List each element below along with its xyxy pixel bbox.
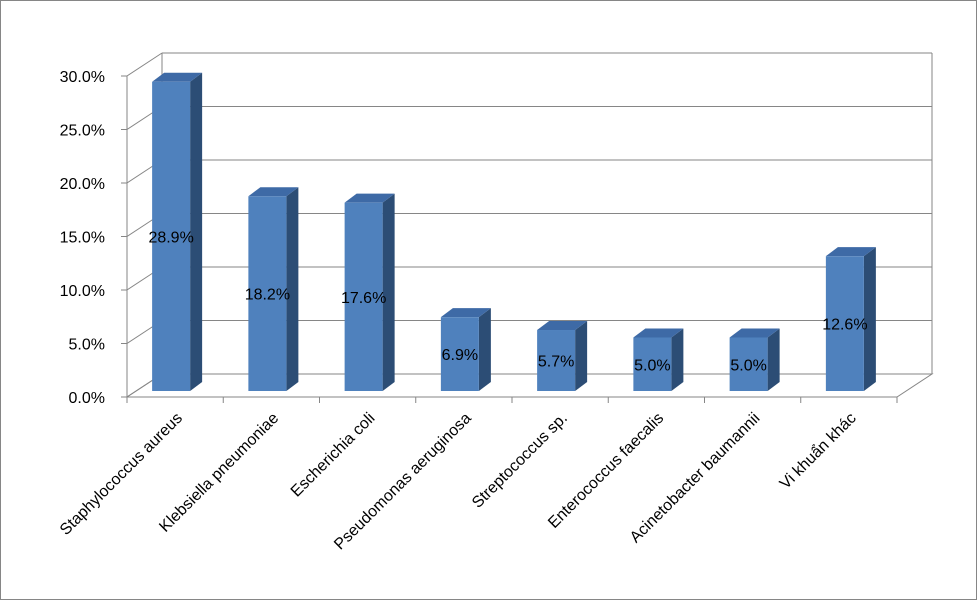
bar-top <box>152 72 203 82</box>
bar-top <box>729 328 780 338</box>
bar-top <box>440 308 491 318</box>
category-label: Vi khuẩn khác <box>776 409 860 493</box>
data-label: 18.2% <box>245 287 290 304</box>
y-tick-label: 25.0% <box>60 123 105 140</box>
bar <box>152 81 191 392</box>
bar <box>248 196 287 391</box>
bar-side <box>767 328 780 391</box>
y-tick-label: 5.0% <box>69 337 105 354</box>
category-label: Streptococcus sp. <box>469 410 571 512</box>
y-tick-label: 15.0% <box>60 230 105 247</box>
side-gridline <box>126 52 163 77</box>
y-tick-label: 20.0% <box>60 176 105 193</box>
bar <box>825 256 864 391</box>
bar-side <box>286 187 299 391</box>
data-label: 6.9% <box>442 347 478 364</box>
bar <box>537 330 576 391</box>
y-tick-label: 30.0% <box>60 69 105 86</box>
bar-top <box>344 193 395 203</box>
data-label: 5.7% <box>538 354 574 371</box>
bar <box>729 337 768 391</box>
data-label: 5.0% <box>634 357 670 374</box>
bar-side <box>575 321 588 391</box>
bar-top <box>633 328 684 338</box>
bar-top <box>825 247 876 257</box>
bar <box>633 337 672 391</box>
bar <box>440 317 479 391</box>
bar <box>344 202 383 391</box>
category-label: Escherichia coli <box>288 410 379 501</box>
bar-top <box>248 187 299 197</box>
y-tick-label: 0.0% <box>69 390 105 407</box>
data-label: 5.0% <box>730 357 766 374</box>
bar-side <box>863 247 876 391</box>
data-label: 12.6% <box>822 317 867 334</box>
y-tick-label: 10.0% <box>60 283 105 300</box>
bar-side <box>478 308 491 391</box>
data-label: 28.9% <box>148 229 193 246</box>
bar-side <box>190 72 203 392</box>
data-label: 17.6% <box>341 290 386 307</box>
floor <box>125 373 934 398</box>
bar-side <box>382 193 395 391</box>
bar-top <box>537 321 588 331</box>
bar-side <box>671 328 684 391</box>
